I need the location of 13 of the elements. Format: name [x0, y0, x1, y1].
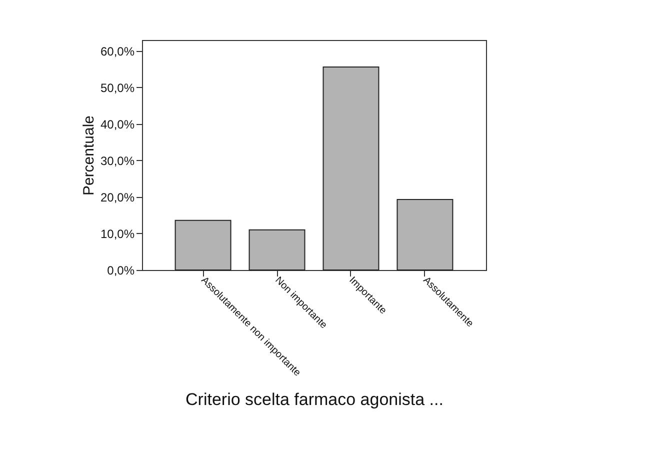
- y-tick-label: 10,0%: [100, 226, 135, 241]
- y-tick-label: 20,0%: [100, 190, 135, 204]
- bar: [248, 229, 306, 270]
- y-tick-label: 30,0%: [100, 154, 135, 168]
- x-axis-title: Criterio scelta farmaco agonista ...: [186, 390, 444, 409]
- bar: [396, 199, 454, 270]
- y-tick-label: 60,0%: [100, 44, 135, 58]
- bar: [322, 66, 380, 270]
- y-tick-label: 0,0%: [107, 264, 135, 278]
- y-tick-label: 40,0%: [100, 117, 135, 132]
- bar: [174, 220, 232, 270]
- y-axis-title: Percentuale: [80, 115, 98, 196]
- y-tick-label: 50,0%: [100, 80, 135, 95]
